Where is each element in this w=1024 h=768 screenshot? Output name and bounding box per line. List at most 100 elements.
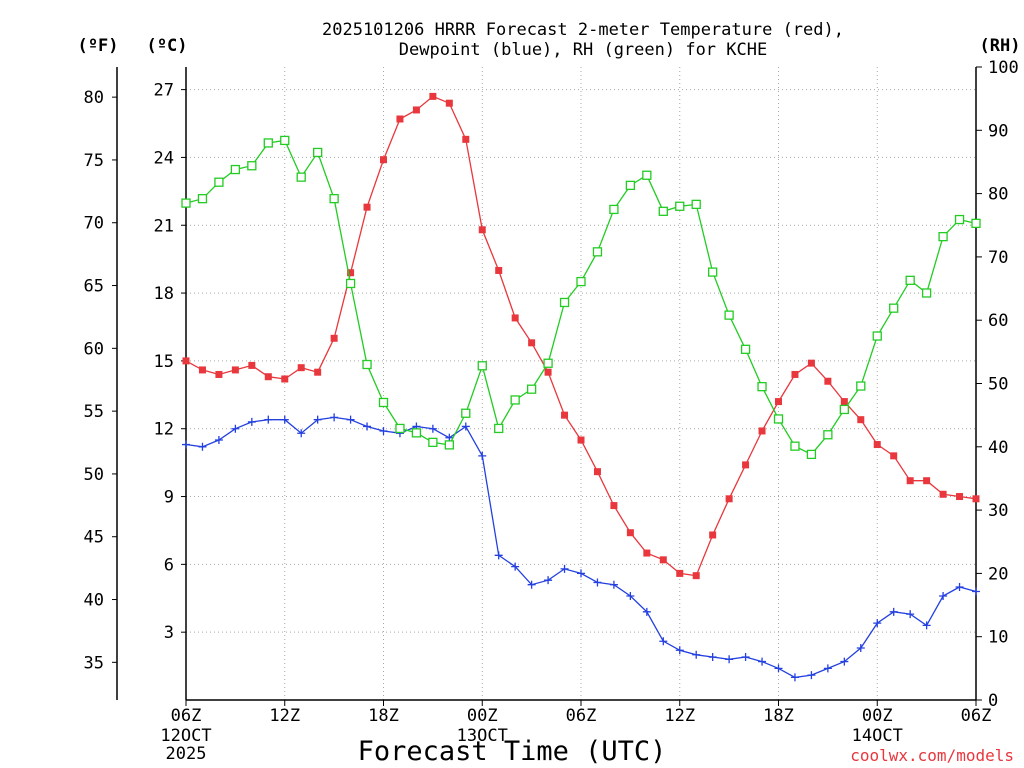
2-meter-temperature-point bbox=[429, 92, 437, 100]
dewpoint-point bbox=[346, 415, 355, 424]
2-meter-temperature-point bbox=[297, 364, 305, 372]
relative-humidity-point bbox=[526, 384, 537, 394]
relative-humidity-point bbox=[708, 267, 718, 277]
rh-tick-label: 30 bbox=[988, 501, 1008, 521]
2-meter-temperature-point bbox=[511, 314, 519, 322]
relative-humidity-point bbox=[790, 441, 800, 451]
2-meter-temperature-point bbox=[923, 477, 931, 485]
relative-humidity-point bbox=[362, 359, 372, 370]
rh-tick-label: 90 bbox=[988, 121, 1008, 141]
dewpoint-point bbox=[790, 673, 799, 682]
2-meter-temperature-point bbox=[692, 572, 700, 580]
dewpoint-point bbox=[741, 653, 750, 662]
fahrenheit-tick-label: 70 bbox=[84, 214, 104, 234]
rh-tick-label: 60 bbox=[988, 311, 1008, 331]
dewpoint-point bbox=[675, 646, 684, 655]
2-meter-temperature-point bbox=[445, 99, 453, 107]
dewpoint-point bbox=[972, 587, 980, 596]
fahrenheit-tick-label: 50 bbox=[84, 465, 104, 485]
relative-humidity-point bbox=[378, 397, 389, 408]
dewpoint-point bbox=[906, 610, 915, 619]
2-meter-temperature-point bbox=[939, 490, 947, 498]
date-label: 13OCT bbox=[457, 726, 508, 746]
2-meter-temperature-point bbox=[709, 531, 717, 539]
relative-humidity-point bbox=[823, 430, 833, 440]
2-meter-temperature-point bbox=[248, 361, 256, 369]
2-meter-temperature-point bbox=[956, 493, 964, 501]
dewpoint-point bbox=[609, 580, 618, 589]
2-meter-temperature-point bbox=[396, 115, 404, 123]
dewpoint-point bbox=[527, 580, 536, 589]
dewpoint-point bbox=[873, 619, 882, 628]
rh-tick-label: 100 bbox=[988, 58, 1019, 78]
2-meter-temperature-point bbox=[791, 370, 799, 378]
2-meter-temperature-point bbox=[857, 416, 865, 424]
relative-humidity-point bbox=[592, 247, 603, 257]
dewpoint-point bbox=[758, 657, 767, 666]
relative-humidity-point bbox=[905, 275, 915, 285]
relative-humidity-point bbox=[938, 231, 948, 242]
celsius-tick-label: 6 bbox=[164, 555, 174, 575]
relative-humidity-point bbox=[543, 358, 553, 368]
dewpoint-point bbox=[544, 576, 553, 585]
dewpoint-point bbox=[511, 562, 520, 571]
relative-humidity-point bbox=[411, 428, 422, 438]
dewpoint-point bbox=[955, 582, 964, 591]
x-tick-label: 12Z bbox=[664, 706, 695, 726]
celsius-unit-label: (ºC) bbox=[147, 36, 188, 56]
relative-humidity-point bbox=[691, 199, 701, 210]
chart-title-line1: 2025101206 HRRR Forecast 2-meter Tempera… bbox=[322, 20, 844, 40]
relative-humidity-point bbox=[658, 206, 668, 216]
date-label: 12OCT bbox=[160, 726, 211, 746]
relative-humidity-point bbox=[395, 423, 405, 434]
x-tick-label: 12Z bbox=[269, 706, 300, 726]
rh-tick-label: 70 bbox=[988, 248, 1008, 268]
2-meter-temperature-point bbox=[725, 495, 733, 503]
relative-humidity-point bbox=[806, 449, 817, 460]
relative-humidity-point bbox=[214, 177, 224, 187]
2-meter-temperature-point bbox=[840, 398, 848, 406]
2-meter-temperature-point bbox=[380, 156, 387, 164]
relative-humidity-point bbox=[856, 381, 866, 391]
x-tick-label: 18Z bbox=[368, 706, 399, 726]
dewpoint-point bbox=[198, 442, 207, 451]
dewpoint-point bbox=[922, 621, 931, 630]
dewpoint-point bbox=[330, 413, 339, 422]
dewpoint-point bbox=[231, 424, 240, 433]
date-label: 14OCT bbox=[852, 726, 903, 746]
dewpoint-point bbox=[214, 436, 223, 445]
2-meter-temperature-point bbox=[478, 226, 486, 234]
dewpoint-point bbox=[593, 578, 602, 587]
dewpoint-point bbox=[182, 440, 190, 449]
relative-humidity-point bbox=[247, 161, 257, 171]
x-axis-title: Forecast Time (UTC) bbox=[358, 736, 667, 767]
dewpoint-point bbox=[560, 564, 569, 573]
x-tick-label: 00Z bbox=[467, 706, 498, 726]
dewpoint-point bbox=[264, 415, 273, 424]
2-meter-temperature-point bbox=[281, 375, 289, 383]
2-meter-temperature-point bbox=[577, 436, 585, 444]
fahrenheit-tick-label: 45 bbox=[84, 528, 104, 548]
relative-humidity-point bbox=[576, 276, 586, 287]
2-meter-temperature-point bbox=[758, 427, 766, 435]
2-meter-temperature-point bbox=[412, 106, 420, 114]
relative-humidity-point bbox=[428, 437, 438, 448]
dewpoint-point bbox=[363, 422, 372, 431]
fahrenheit-tick-label: 40 bbox=[84, 591, 104, 611]
2-meter-temperature-point bbox=[215, 370, 223, 378]
relative-humidity-point bbox=[444, 440, 454, 450]
relative-humidity-point bbox=[773, 414, 784, 424]
2-meter-temperature-point bbox=[676, 569, 684, 577]
relative-humidity-point bbox=[280, 135, 290, 146]
2-meter-temperature-point bbox=[264, 373, 272, 381]
dewpoint-point bbox=[428, 424, 437, 433]
2-meter-temperature-point bbox=[347, 269, 355, 277]
dewpoint-point bbox=[626, 592, 635, 601]
celsius-tick-label: 9 bbox=[164, 488, 174, 508]
2-meter-temperature-point bbox=[643, 549, 651, 557]
2-meter-temperature-point bbox=[561, 411, 569, 419]
dewpoint-point bbox=[297, 429, 306, 438]
2-meter-temperature-point bbox=[462, 135, 470, 143]
relative-humidity-point bbox=[313, 147, 323, 158]
